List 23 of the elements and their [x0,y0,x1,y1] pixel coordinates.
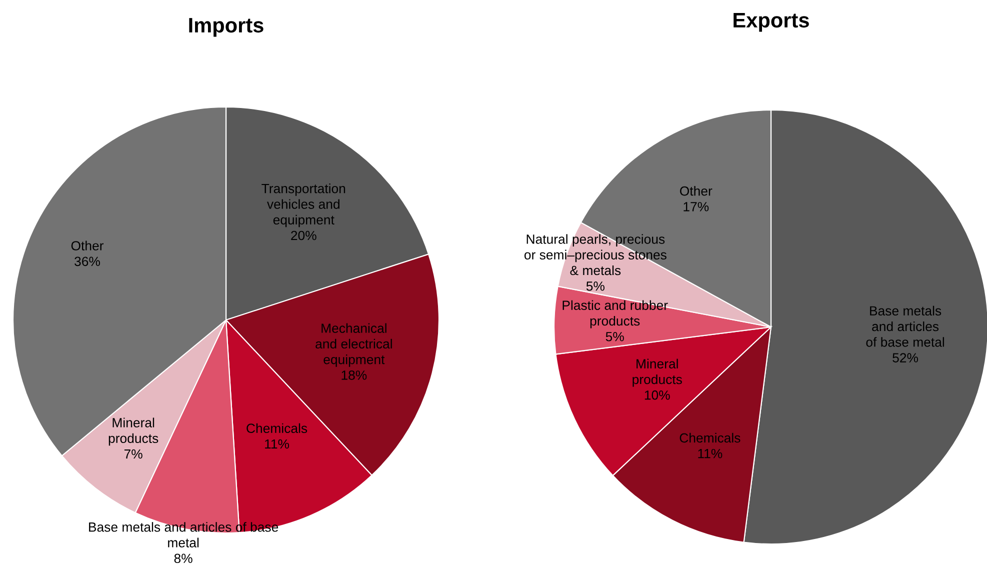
data-label: 18% [342,370,367,380]
data-label: 7% [124,449,142,459]
data-label: 8% [174,554,192,564]
data-label: 20% [291,230,316,240]
data-label: 10% [644,390,670,400]
data-label: 17% [684,202,709,212]
data-label: 11% [698,448,722,458]
slice-label: Chemicals [680,432,740,443]
slice-label: Mineral products [108,418,158,446]
data-label: 5% [606,332,624,342]
slice-label: Chemicals [246,423,308,434]
slice-label: Other [680,186,712,196]
slice-label: Base metals and articles of base metal [866,306,944,347]
data-label: 11% [265,439,290,449]
slice-label: Mineral products [632,358,682,387]
chart-title: Imports [189,18,264,37]
data-label: 5% [586,282,604,291]
data-label: 52% [892,353,918,362]
slice-label: Other [71,240,104,250]
chart-title: Exports [734,13,809,32]
slice-label: Transportation vehicles and equipment [262,184,346,228]
data-label: 36% [74,256,100,266]
slice-label: Mechanical and electrical equipment [316,323,392,367]
